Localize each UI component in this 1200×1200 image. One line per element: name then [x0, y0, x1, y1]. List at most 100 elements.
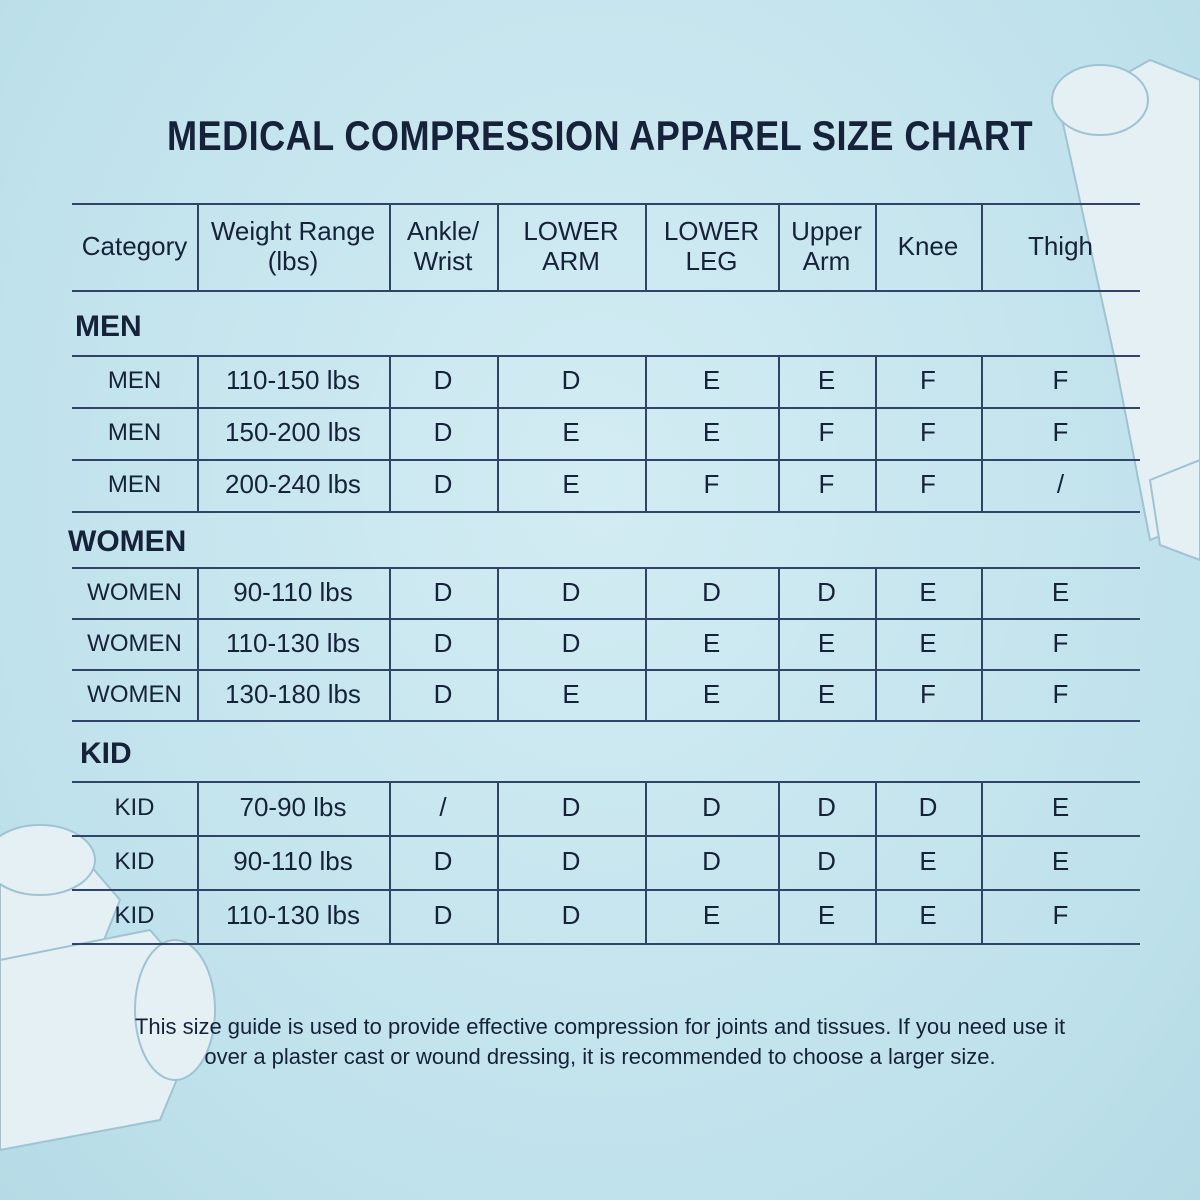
weight-cell: 150-200 lbs [225, 417, 361, 448]
column-line [389, 889, 391, 943]
size-cell: E [562, 469, 580, 500]
size-cell: D [561, 792, 581, 823]
note: This size guide is used to provide effec… [134, 1014, 1066, 1069]
size-cell: D [433, 365, 453, 396]
column-line [981, 567, 983, 618]
column-line [497, 355, 499, 407]
column-line [981, 669, 983, 720]
column-line [875, 203, 877, 290]
size-cell: D [433, 417, 453, 448]
size-cell: E [919, 900, 937, 931]
column-line [981, 618, 983, 669]
column-line [497, 781, 499, 835]
row-line [72, 835, 1140, 837]
column-line [497, 203, 499, 290]
size-cell: D [702, 846, 721, 877]
column-line [645, 567, 647, 618]
column-line [497, 459, 499, 511]
size-cell: D [817, 576, 836, 607]
column-line [389, 355, 391, 407]
weight-cell: 90-110 lbs [233, 846, 353, 877]
size-cell: E [817, 900, 836, 931]
size-cell: E [1051, 576, 1070, 607]
size-cell: F [818, 417, 835, 448]
category-cell: KID [114, 794, 155, 822]
size-cell: F [920, 365, 936, 396]
size-cell: D [561, 846, 581, 877]
column-line [875, 355, 877, 407]
column-line [497, 407, 499, 459]
size-cell: E [817, 627, 836, 658]
size-cell: / [1056, 469, 1065, 500]
header-cell: Ankle/ Wrist [406, 215, 480, 276]
column-line [197, 407, 199, 459]
category-cell: MEN [107, 471, 162, 499]
column-line [778, 669, 780, 720]
column-line [875, 459, 877, 511]
category-cell: MEN [107, 419, 162, 447]
size-cell: D [702, 576, 721, 607]
column-line [197, 889, 199, 943]
column-line [981, 355, 983, 407]
row-line [72, 203, 1140, 205]
size-cell: D [702, 792, 721, 823]
size-cell: E [702, 417, 721, 448]
row-line [72, 889, 1140, 891]
size-cell: D [561, 627, 581, 658]
weight-cell: 90-110 lbs [233, 576, 353, 607]
size-cell: E [817, 678, 836, 709]
row-line [72, 355, 1140, 357]
size-cell: D [433, 469, 453, 500]
column-line [875, 669, 877, 720]
size-cell: E [702, 627, 721, 658]
column-line [981, 889, 983, 943]
group-label: KID [80, 737, 132, 770]
size-cell: E [562, 678, 580, 709]
column-line [645, 889, 647, 943]
weight-cell: 70-90 lbs [239, 792, 347, 823]
header-cell: Upper Arm [791, 215, 862, 276]
size-cell: E [562, 417, 580, 448]
column-line [497, 669, 499, 720]
weight-cell: 110-150 lbs [226, 365, 360, 396]
column-line [981, 459, 983, 511]
column-line [645, 781, 647, 835]
column-line [497, 567, 499, 618]
size-cell: E [702, 365, 721, 396]
size-cell: E [919, 846, 937, 877]
size-cell: F [920, 469, 936, 500]
size-cell: E [1051, 846, 1070, 877]
column-line [645, 203, 647, 290]
column-line [389, 618, 391, 669]
column-line [197, 781, 199, 835]
size-cell: D [918, 792, 938, 823]
column-line [778, 618, 780, 669]
size-cell: F [1052, 678, 1069, 709]
group-label: MEN [75, 310, 142, 343]
column-line [981, 203, 983, 290]
column-line [778, 567, 780, 618]
size-cell: D [433, 900, 453, 931]
header-cell: LOWER ARM [523, 215, 619, 276]
size-cell: F [1052, 627, 1069, 658]
size-cell: E [702, 678, 721, 709]
header-cell: Category [81, 230, 188, 261]
column-line [875, 889, 877, 943]
category-cell: WOMEN [87, 629, 182, 657]
column-line [197, 835, 199, 889]
row-line [72, 720, 1140, 722]
column-line [645, 669, 647, 720]
category-cell: WOMEN [87, 680, 182, 708]
size-cell: F [920, 678, 936, 709]
size-cell: / [439, 792, 447, 823]
size-cell: D [433, 678, 453, 709]
size-cell: E [919, 627, 937, 658]
column-line [197, 203, 199, 290]
title: MEDICAL COMPRESSION APPAREL SIZE CHART [167, 112, 1033, 159]
column-line [645, 835, 647, 889]
size-cell: D [561, 900, 581, 931]
column-line [197, 567, 199, 618]
column-line [389, 669, 391, 720]
column-line [778, 889, 780, 943]
